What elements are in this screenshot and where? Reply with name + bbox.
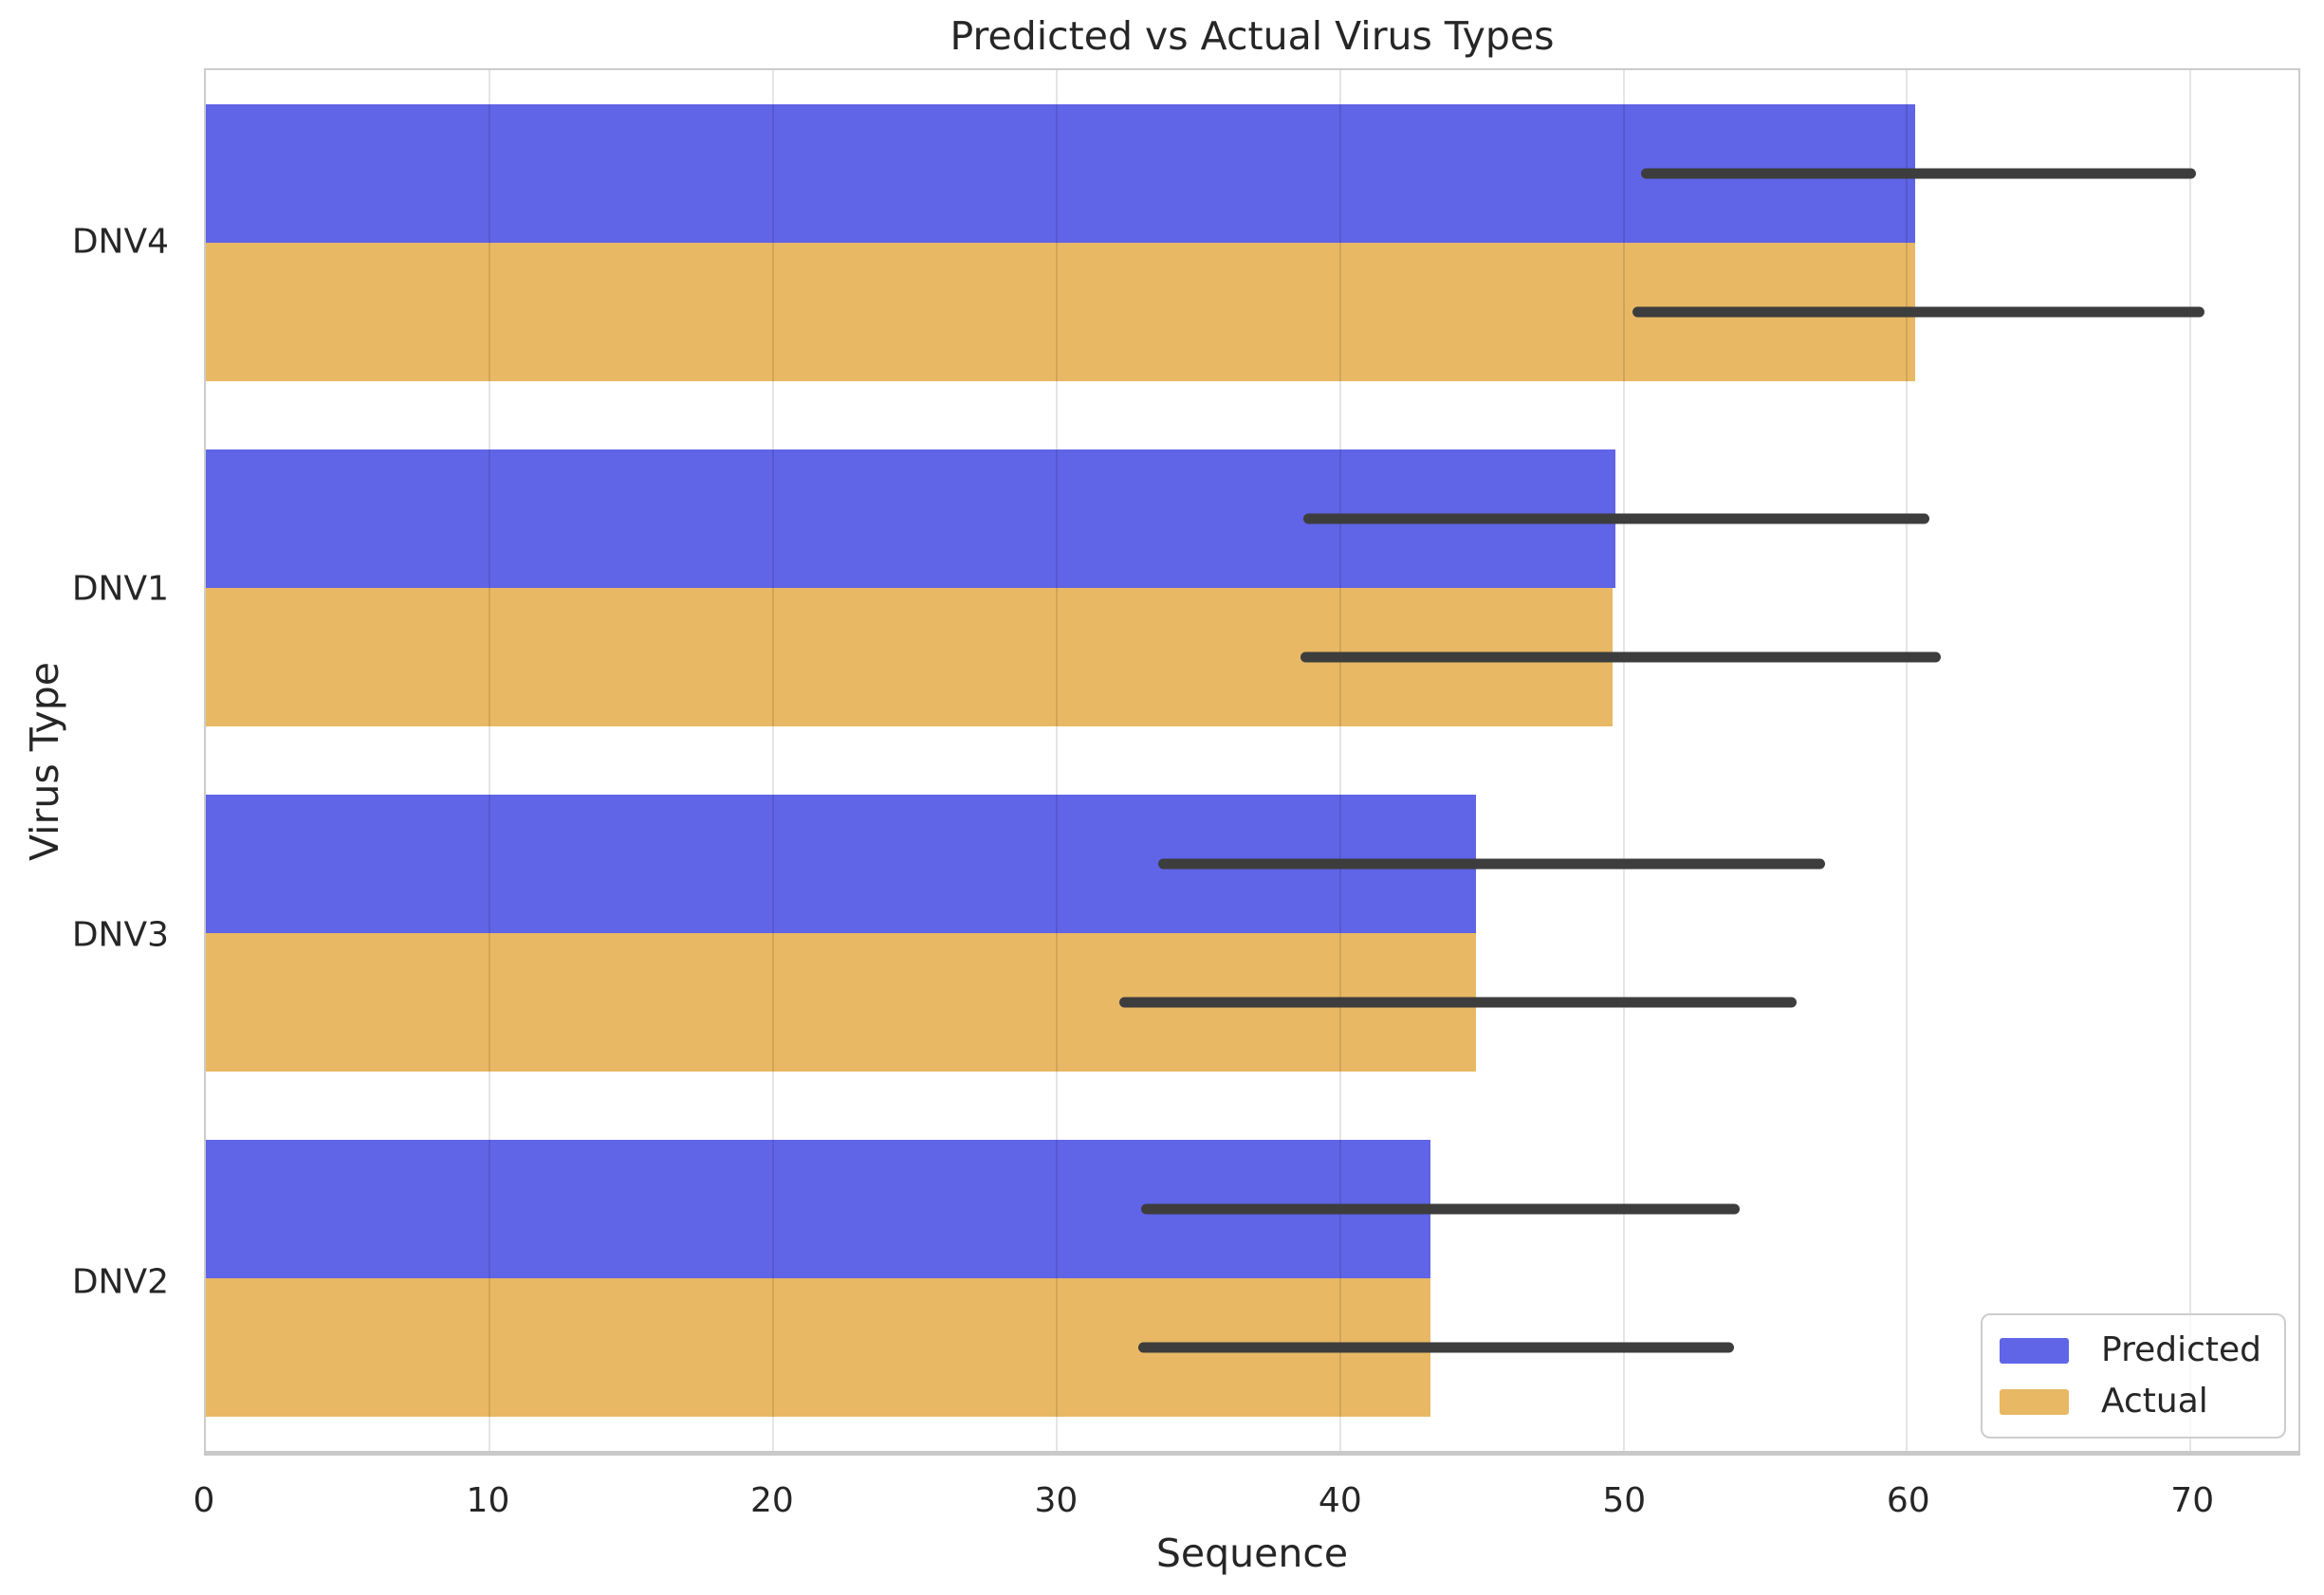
x-tick-label-70: 70 — [2170, 1481, 2215, 1520]
bar-actual-dnv4 — [206, 243, 1916, 381]
error-bar-actual-dnv2 — [1138, 1342, 1735, 1353]
legend-item-actual: Actual — [2000, 1384, 2261, 1420]
x-tick-label-20: 20 — [750, 1481, 794, 1520]
gridline-60 — [1906, 70, 1909, 1451]
y-tick-labels: DNV4 DNV1 DNV3 DNV2 — [0, 68, 169, 1456]
legend-label-predicted: Predicted — [2101, 1330, 2261, 1369]
x-axis-label: Sequence — [1155, 1531, 1349, 1576]
error-bar-predicted-dnv2 — [1141, 1203, 1741, 1215]
x-tick-label-60: 60 — [1886, 1481, 1930, 1520]
error-bar-predicted-dnv4 — [1640, 168, 2197, 179]
y-tick-label-dnv3: DNV3 — [71, 915, 169, 955]
gridline-10 — [488, 70, 490, 1451]
error-bar-actual-dnv3 — [1118, 997, 1797, 1008]
gridline-70 — [2189, 70, 2192, 1451]
x-tick-label-40: 40 — [1318, 1481, 1362, 1520]
legend-item-predicted: Predicted — [2000, 1332, 2261, 1368]
actual-swatch-icon — [2000, 1388, 2069, 1415]
x-tick-label-30: 30 — [1034, 1481, 1079, 1520]
x-tick-label-50: 50 — [1602, 1481, 1647, 1520]
y-tick-label-dnv4: DNV4 — [71, 222, 169, 262]
gridline-20 — [771, 70, 774, 1451]
y-tick-label-dnv1: DNV1 — [71, 569, 169, 609]
x-tick-label-10: 10 — [466, 1481, 510, 1520]
y-tick-label-dnv2: DNV2 — [71, 1262, 169, 1302]
x-tick-label-0: 0 — [193, 1481, 215, 1520]
chart-title: Predicted vs Actual Virus Types — [950, 13, 1555, 59]
legend-label-actual: Actual — [2101, 1382, 2208, 1421]
gridline-30 — [1055, 70, 1058, 1451]
gridline-50 — [1622, 70, 1625, 1451]
plot-area: Predicted Actual — [204, 68, 2300, 1456]
error-bar-actual-dnv1 — [1300, 651, 1942, 663]
error-bar-predicted-dnv1 — [1302, 513, 1930, 524]
x-tick-labels: 0 10 20 30 40 50 60 70 — [194, 1476, 2300, 1526]
predicted-swatch-icon — [2000, 1337, 2069, 1364]
error-bar-actual-dnv4 — [1632, 306, 2205, 318]
legend: Predicted Actual — [1981, 1313, 2286, 1439]
bar-predicted-dnv4 — [206, 104, 1916, 243]
gridline-40 — [1338, 70, 1341, 1451]
error-bar-predicted-dnv3 — [1158, 858, 1825, 870]
